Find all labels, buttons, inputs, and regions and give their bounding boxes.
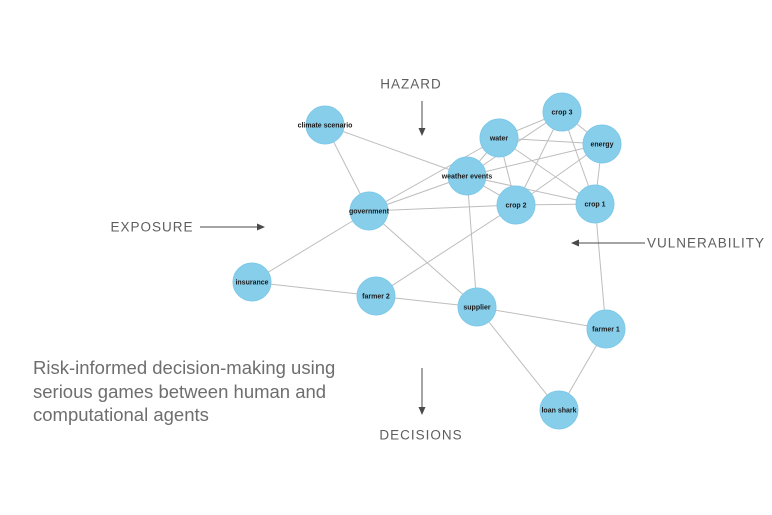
node-climate-scenario[interactable] <box>305 105 345 145</box>
node-label-insurance: insurance <box>235 279 268 286</box>
node-energy[interactable] <box>582 124 622 164</box>
edge-climate-scenario--weather-events <box>324 124 468 177</box>
node-weather-events[interactable] <box>447 156 487 196</box>
node-water[interactable] <box>479 118 519 158</box>
edge-weather-events--supplier <box>466 175 478 308</box>
node-label-supplier: supplier <box>463 304 491 311</box>
annotation-arrows-layer <box>200 101 645 415</box>
node-label-crop-1: crop 1 <box>584 201 605 208</box>
edge-insurance--farmer-2 <box>251 281 377 297</box>
node-label-weather-events: weather events <box>441 173 493 180</box>
node-label-government: government <box>349 208 390 215</box>
edge-farmer-1--crop-1 <box>594 203 607 330</box>
node-label-energy: energy <box>591 141 614 148</box>
figure-caption: Risk-informed decision-making using seri… <box>33 357 336 425</box>
edge-government--insurance <box>251 210 370 283</box>
edge-supplier--farmer-1 <box>476 306 607 330</box>
vulnerability-label: VULNERABILITY <box>646 235 766 251</box>
node-government[interactable] <box>349 191 389 231</box>
node-label-water: water <box>489 135 509 142</box>
edge-government--supplier <box>368 210 478 308</box>
node-label-climate-scenario: climate scenario <box>298 122 353 129</box>
edge-weather-events--crop-1 <box>466 175 596 205</box>
exposure-label: EXPOSURE <box>110 219 194 235</box>
node-label-crop-3: crop 3 <box>551 109 572 116</box>
edge-energy--weather-events <box>466 143 603 177</box>
hazard-label: HAZARD <box>380 76 442 92</box>
node-label-loan-shark: loan shark <box>541 407 576 414</box>
node-crop-2[interactable] <box>496 185 536 225</box>
decisions-label: DECISIONS <box>379 427 463 443</box>
node-supplier[interactable] <box>457 287 497 327</box>
edge-farmer-2--crop-2 <box>375 204 517 297</box>
node-label-crop-2: crop 2 <box>505 202 526 209</box>
node-loan-shark[interactable] <box>539 390 579 430</box>
node-farmer-1[interactable] <box>586 309 626 349</box>
node-insurance[interactable] <box>232 262 272 302</box>
edge-supplier--loan-shark <box>476 306 560 411</box>
node-crop-3[interactable] <box>542 92 582 132</box>
node-farmer-2[interactable] <box>356 276 396 316</box>
node-crop-1[interactable] <box>575 184 615 224</box>
edge-government--crop-2 <box>368 204 517 212</box>
node-label-farmer-2: farmer 2 <box>362 293 390 300</box>
nodes-layer: climate scenario crop 3 water energy weather… <box>232 92 626 430</box>
node-label-farmer-1: farmer 1 <box>592 326 620 333</box>
edge-government--water <box>368 137 500 212</box>
